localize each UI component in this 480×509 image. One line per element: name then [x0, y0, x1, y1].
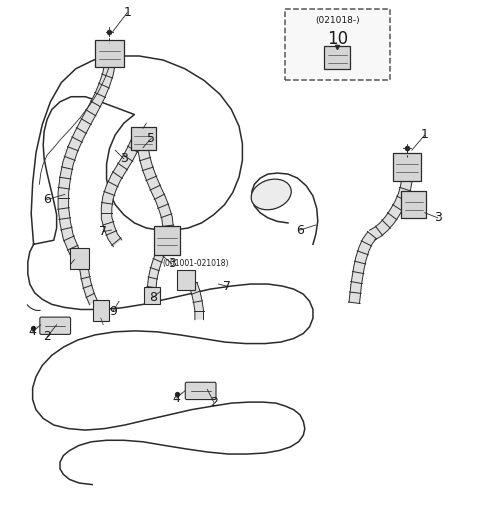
- Polygon shape: [58, 65, 115, 261]
- Text: 3: 3: [168, 257, 176, 270]
- Polygon shape: [370, 178, 412, 240]
- FancyBboxPatch shape: [40, 317, 71, 334]
- Text: 3: 3: [120, 152, 128, 165]
- Text: (001001-021018): (001001-021018): [162, 259, 229, 268]
- FancyBboxPatch shape: [177, 270, 195, 290]
- Text: 2: 2: [210, 395, 217, 409]
- FancyBboxPatch shape: [93, 300, 109, 321]
- Text: 4: 4: [173, 391, 180, 405]
- Polygon shape: [349, 232, 376, 303]
- Text: 2: 2: [43, 330, 51, 344]
- FancyBboxPatch shape: [144, 287, 160, 304]
- Text: 8: 8: [149, 291, 156, 304]
- Text: 6: 6: [296, 223, 304, 237]
- Text: 10: 10: [326, 30, 348, 47]
- FancyBboxPatch shape: [154, 226, 180, 254]
- Ellipse shape: [251, 179, 291, 210]
- Text: 1: 1: [123, 6, 131, 19]
- Polygon shape: [189, 282, 204, 320]
- Text: 6: 6: [43, 193, 51, 206]
- Text: 7: 7: [223, 279, 230, 293]
- FancyBboxPatch shape: [285, 9, 390, 80]
- Text: 1: 1: [421, 128, 429, 142]
- Text: 5: 5: [147, 132, 155, 145]
- FancyBboxPatch shape: [393, 153, 421, 181]
- FancyBboxPatch shape: [131, 127, 156, 150]
- Polygon shape: [101, 137, 142, 247]
- FancyBboxPatch shape: [95, 40, 124, 67]
- FancyBboxPatch shape: [70, 248, 89, 269]
- Polygon shape: [138, 148, 173, 227]
- FancyBboxPatch shape: [401, 191, 426, 218]
- Text: 7: 7: [99, 225, 107, 238]
- Text: (021018-): (021018-): [315, 16, 360, 25]
- FancyBboxPatch shape: [185, 382, 216, 400]
- Polygon shape: [80, 268, 97, 305]
- FancyBboxPatch shape: [324, 46, 350, 69]
- Polygon shape: [147, 250, 165, 288]
- Text: 3: 3: [434, 211, 442, 224]
- Text: 4: 4: [29, 325, 36, 338]
- Text: 9: 9: [109, 305, 117, 318]
